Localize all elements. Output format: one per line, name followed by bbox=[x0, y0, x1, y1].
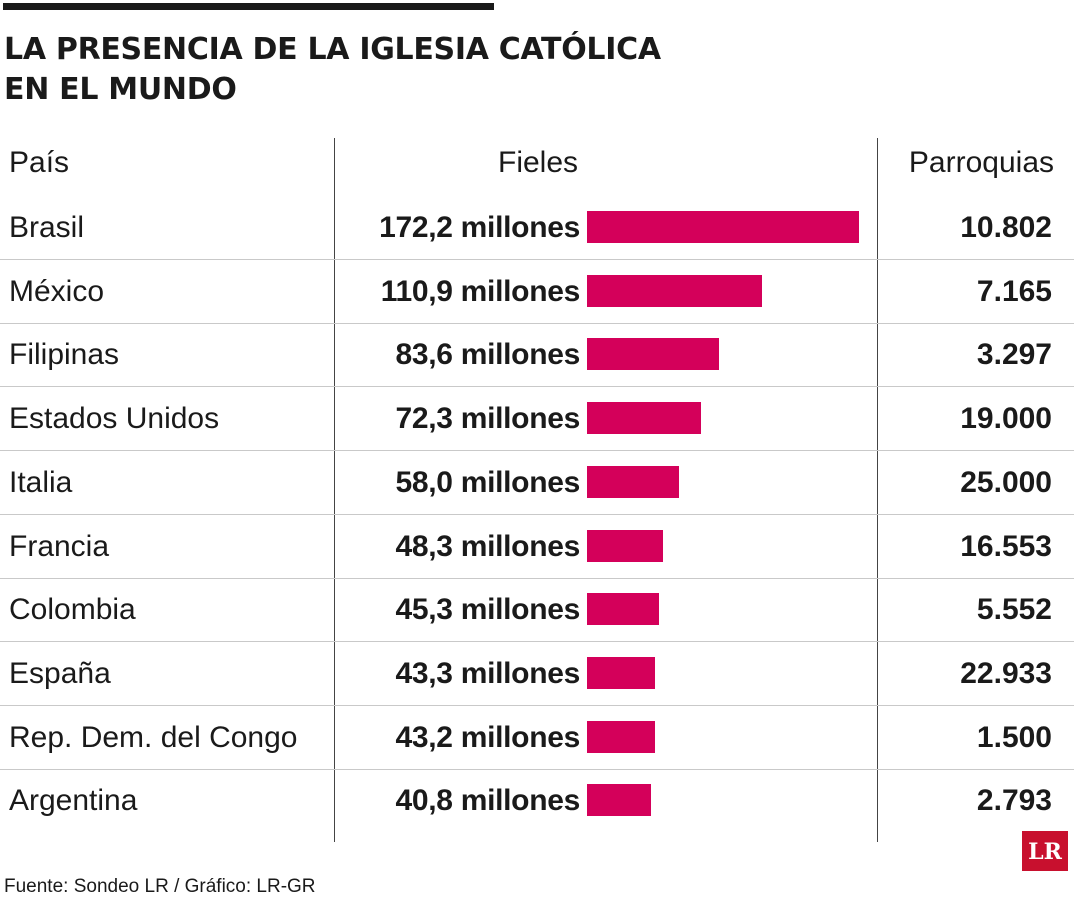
country-label: Italia bbox=[9, 465, 73, 499]
country-label: Brasil bbox=[9, 211, 85, 244]
parroquias-value: 25.000 bbox=[960, 465, 1052, 499]
country-label: España bbox=[9, 656, 111, 690]
parroquias-value: 7.165 bbox=[976, 274, 1052, 308]
logo-badge bbox=[1022, 831, 1068, 871]
fieles-value-label: 40,8 millones bbox=[395, 784, 580, 818]
header-fieles: Fieles bbox=[498, 146, 579, 179]
parroquias-value: 19.000 bbox=[960, 402, 1052, 436]
parroquias-value: 5.552 bbox=[976, 593, 1052, 627]
table-row: Estados Unidos 72,3 millones 19.000 bbox=[0, 387, 1074, 452]
country-label: México bbox=[9, 274, 105, 308]
parroquias-value: 3.297 bbox=[976, 338, 1052, 372]
row-separator bbox=[0, 641, 1074, 643]
country-label: Estados Unidos bbox=[9, 402, 220, 436]
fieles-bar bbox=[587, 593, 659, 626]
fieles-bar bbox=[587, 720, 655, 753]
column-divider-left bbox=[334, 138, 335, 842]
fieles-value-label: 45,3 millones bbox=[395, 593, 580, 627]
row-separator bbox=[0, 577, 1074, 579]
country-label: Rep. Dem. del Congo bbox=[9, 720, 298, 754]
fieles-value-label: 110,9 millones bbox=[380, 274, 581, 308]
table-row: Rep. Dem. del Congo 43,2 millones 1.500 bbox=[0, 706, 1074, 770]
table-row: Argentina 40,8 millones 2.793 bbox=[0, 769, 1074, 833]
fieles-value-label: 72,3 millones bbox=[395, 402, 580, 436]
row-separator bbox=[0, 768, 1074, 770]
country-label: Filipinas bbox=[9, 338, 120, 372]
row-separator bbox=[0, 259, 1074, 260]
table-row: Filipinas 83,6 millones 3.297 bbox=[0, 323, 1074, 388]
parroquias-value: 2.793 bbox=[976, 784, 1052, 818]
fieles-value-label: 48,3 millones bbox=[395, 529, 580, 563]
country-label: Argentina bbox=[9, 784, 138, 818]
header-parroquias: Parroquias bbox=[908, 146, 1054, 179]
parroquias-value: 1.500 bbox=[976, 720, 1052, 754]
row-separator bbox=[0, 386, 1074, 388]
row-separator bbox=[0, 704, 1074, 706]
row-separator bbox=[0, 513, 1074, 515]
source-footer: Fuente: Sondeo LR / Gráfico: LR-GR bbox=[4, 876, 316, 897]
fieles-bar bbox=[587, 656, 655, 689]
fieles-bar bbox=[587, 274, 762, 307]
fieles-bar bbox=[587, 402, 701, 435]
parroquias-value: 16.553 bbox=[960, 529, 1052, 563]
table-row: España 43,3 millones 22.933 bbox=[0, 642, 1074, 706]
country-label: Francia bbox=[9, 529, 110, 563]
fieles-value-label: 172,2 millones bbox=[379, 211, 580, 244]
row-separator bbox=[0, 322, 1074, 324]
fieles-bar bbox=[587, 211, 859, 243]
header-country: País bbox=[9, 146, 70, 179]
column-divider-right bbox=[877, 138, 878, 842]
parroquias-value: 10.802 bbox=[960, 211, 1052, 244]
fieles-bar bbox=[587, 338, 719, 371]
lr-logo: LR bbox=[1022, 831, 1068, 871]
chart-title: LA PRESENCIA DE LA IGLESIA CATÓLICA EN E… bbox=[4, 32, 661, 107]
row-separator bbox=[0, 450, 1074, 452]
fieles-bar bbox=[587, 465, 679, 498]
country-label: Colombia bbox=[9, 593, 136, 627]
table-row: México 110,9 millones 7.165 bbox=[0, 260, 1074, 324]
parroquias-value: 22.933 bbox=[960, 656, 1052, 690]
table-row: Francia 48,3 millones 16.553 bbox=[0, 515, 1074, 579]
fieles-value-label: 43,3 millones bbox=[395, 656, 580, 690]
logo-text: LR bbox=[1028, 839, 1062, 865]
fieles-value-label: 43,2 millones bbox=[395, 720, 580, 754]
table-row: Brasil 172,2 millones 10.802 bbox=[0, 196, 1074, 260]
top-rule bbox=[3, 3, 494, 10]
table-row: Colombia 45,3 millones 5.552 bbox=[0, 578, 1074, 643]
fieles-value-label: 58,0 millones bbox=[395, 465, 580, 499]
table-row: Italia 58,0 millones 25.000 bbox=[0, 451, 1074, 515]
fieles-value-label: 83,6 millones bbox=[395, 338, 580, 372]
fieles-bar bbox=[587, 529, 663, 562]
fieles-bar bbox=[587, 784, 651, 817]
